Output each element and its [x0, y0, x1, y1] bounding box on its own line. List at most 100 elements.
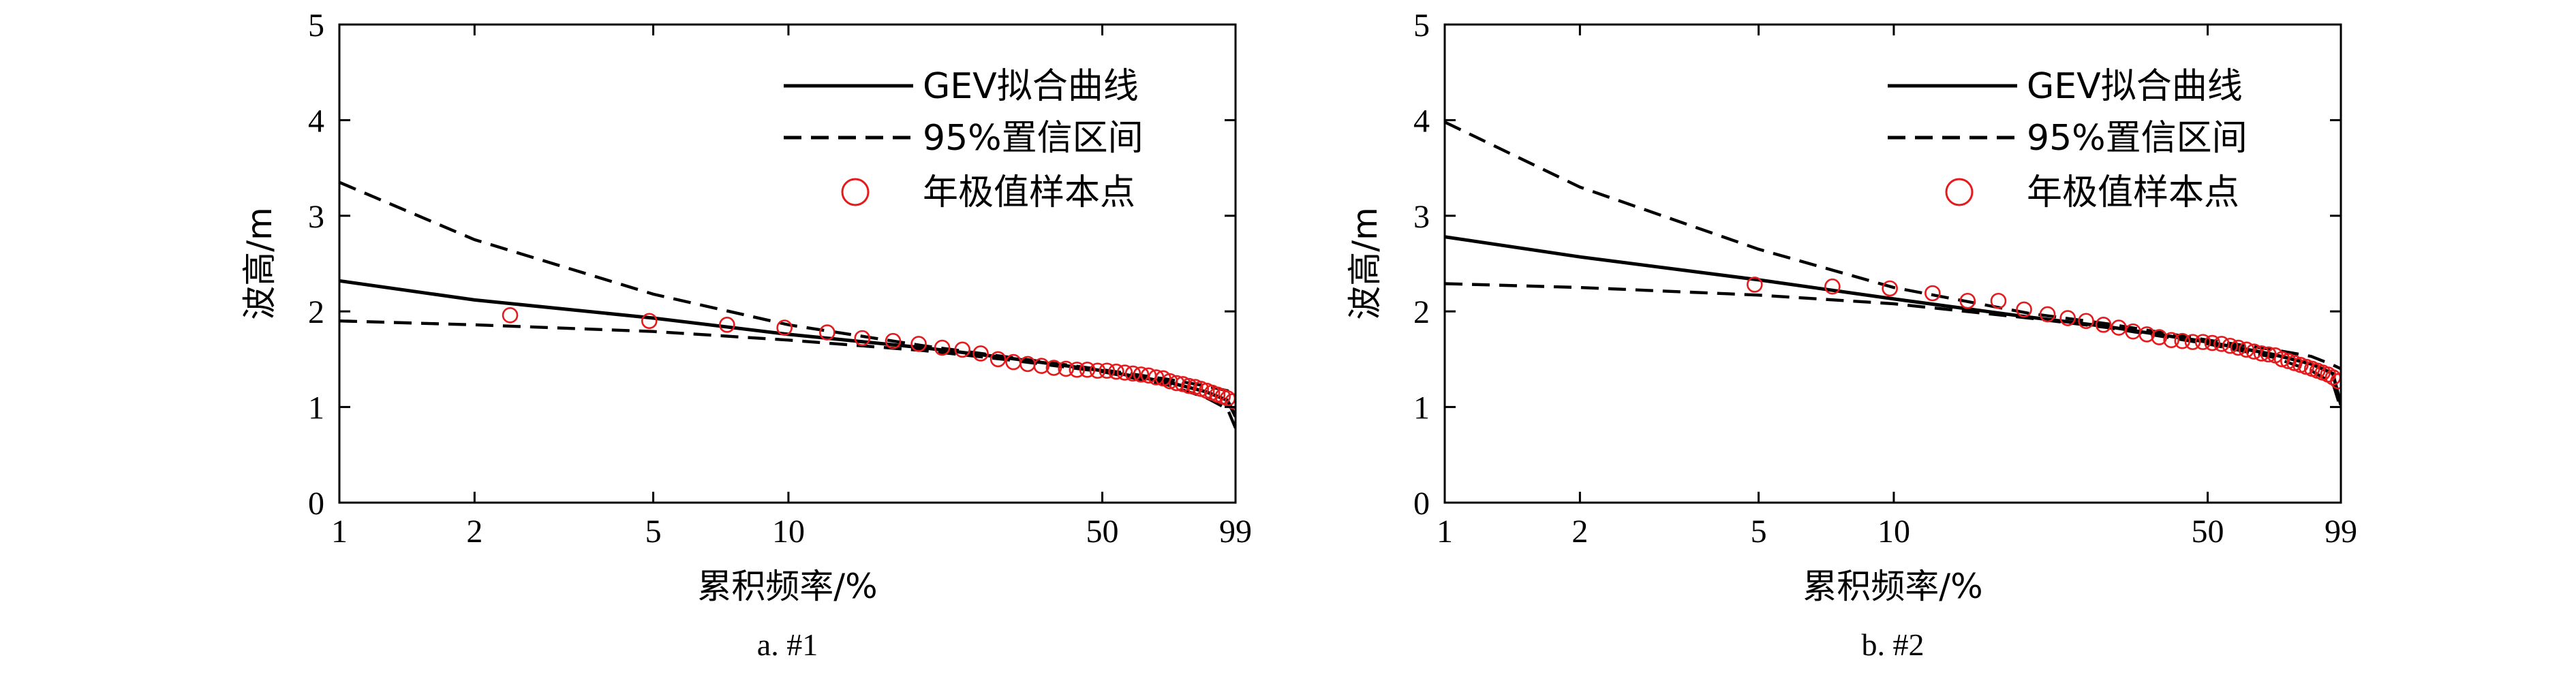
sample-point	[972, 345, 989, 362]
x-axis-label: 累积频率/%	[697, 567, 877, 606]
sample-point	[1045, 360, 1062, 376]
x-tick-label: 5	[645, 514, 662, 550]
sample-point	[2286, 355, 2303, 371]
sample-point	[2151, 329, 2168, 345]
gev-fit-line	[339, 279, 1236, 418]
sample-point	[1089, 362, 1106, 379]
gev-fit-line	[1445, 235, 2341, 406]
sample-point	[1058, 360, 1074, 377]
sample-point	[2194, 334, 2211, 350]
sample-point	[885, 332, 902, 349]
legend-label: GEV拟合曲线	[2027, 66, 2243, 107]
x-axis-label: 累积频率/%	[1803, 567, 1982, 606]
sample-point	[1990, 292, 2007, 309]
sample-point	[1180, 377, 1197, 394]
x-tick-label: 99	[1219, 514, 1252, 550]
y-tick-label: 0	[308, 486, 324, 522]
sample-point	[2222, 337, 2239, 354]
sample-point	[2213, 336, 2230, 352]
sample-point	[1099, 362, 1116, 379]
sample-point	[2238, 341, 2255, 358]
legend-label: 95%置信区间	[2027, 118, 2248, 159]
sample-point	[776, 319, 793, 336]
y-tick-label: 4	[308, 103, 324, 139]
sample-point	[2039, 306, 2056, 323]
sample-point	[2330, 373, 2341, 390]
y-axis-label: 波高/m	[1345, 207, 1385, 320]
sample-point	[1108, 363, 1124, 380]
legend-label: 年极值样本点	[2027, 172, 2239, 213]
sample-point	[1959, 292, 1976, 309]
plot-area	[339, 180, 1236, 429]
sample-point	[954, 341, 971, 358]
y-tick-label: 5	[308, 7, 324, 44]
sample-point	[1882, 280, 1898, 297]
sample-point	[1079, 362, 1096, 378]
sample-point	[1824, 278, 1841, 295]
sample-point	[2163, 332, 2179, 349]
sample-point	[1116, 364, 1133, 381]
sample-point	[1746, 277, 1763, 293]
sample-point	[819, 324, 835, 341]
sample-point	[1124, 365, 1141, 382]
sample-point	[2174, 332, 2191, 349]
sample-point	[2230, 339, 2247, 356]
sample-point	[641, 313, 658, 330]
panel-caption: a. #1	[757, 627, 818, 662]
x-tick-label: 10	[1877, 514, 1910, 550]
x-tick-label: 50	[2192, 514, 2224, 550]
x-tick-label: 99	[2325, 514, 2357, 550]
ci-lower-line	[1445, 282, 2341, 410]
panel-caption: b. #2	[1862, 627, 1925, 662]
sample-point	[990, 351, 1007, 368]
x-tick-label: 50	[1086, 514, 1119, 550]
sample-point	[2059, 310, 2076, 326]
sample-point	[1225, 393, 1236, 409]
y-tick-label: 5	[1413, 7, 1430, 44]
y-tick-label: 3	[1413, 199, 1430, 235]
x-tick-label: 2	[466, 514, 482, 550]
sample-point	[910, 336, 927, 352]
sample-point	[2204, 334, 2221, 351]
sample-point	[854, 330, 871, 347]
y-axis-label: 波高/m	[240, 207, 279, 320]
x-tick-label: 1	[331, 514, 348, 550]
legend-label: 年极值样本点	[923, 172, 1135, 213]
sample-point	[2138, 326, 2156, 343]
sample-point	[2078, 313, 2094, 330]
y-tick-label: 2	[308, 294, 324, 330]
x-tick-label: 1	[1437, 514, 1453, 550]
legend-marker-sample	[841, 178, 870, 206]
sample-point	[1925, 285, 1941, 302]
x-tick-label: 2	[1571, 514, 1588, 550]
ci-upper-line	[1445, 121, 2341, 371]
y-tick-label: 1	[1413, 390, 1430, 426]
sample-point	[2095, 317, 2112, 333]
sample-point	[2184, 334, 2201, 350]
y-tick-label: 0	[1413, 486, 1430, 522]
legend-label: GEV拟合曲线	[923, 66, 1139, 107]
x-tick-label: 5	[1751, 514, 1767, 550]
sample-point	[1133, 366, 1150, 383]
sample-point	[2111, 319, 2127, 336]
x-tick-label: 10	[772, 514, 805, 550]
sample-point	[1069, 362, 1086, 378]
legend-marker-sample	[1945, 178, 1974, 206]
y-tick-label: 4	[1413, 103, 1430, 139]
y-tick-label: 2	[1413, 294, 1430, 330]
sample-point	[1168, 375, 1185, 392]
sample-point	[719, 317, 735, 333]
y-tick-label: 3	[308, 199, 324, 235]
legend-label: 95%置信区间	[923, 118, 1144, 159]
y-tick-label: 1	[308, 390, 324, 426]
plot-area	[1445, 121, 2341, 410]
sample-point	[1033, 358, 1050, 375]
sample-point	[934, 339, 951, 356]
sample-point	[2016, 301, 2032, 318]
sample-point	[502, 307, 519, 324]
